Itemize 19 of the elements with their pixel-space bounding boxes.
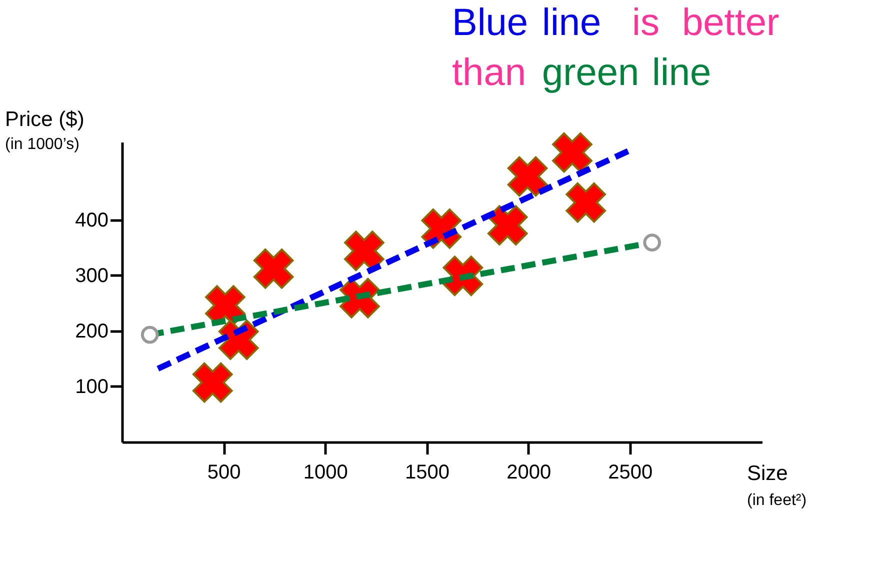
y-tick-label: 400 (75, 209, 108, 232)
y-tick-label: 200 (75, 320, 108, 342)
x-tick-label: 1500 (405, 462, 450, 484)
point (552, 132, 592, 173)
y-tick-label: 300 (75, 264, 108, 287)
point (566, 182, 606, 223)
x-tick-label: 2500 (608, 462, 653, 484)
y-tick-label: 100 (75, 376, 108, 398)
chart-title: Blue line is better than green line (452, 2, 780, 94)
point (487, 205, 528, 246)
point (507, 156, 548, 197)
y-axis-title: Price ($) (in 1000’s) (5, 108, 84, 153)
point (344, 230, 384, 272)
x-tick-label: 1000 (303, 462, 348, 484)
point (192, 362, 233, 403)
x-axis-title: Size (in feet²) (747, 462, 807, 509)
x-tick-label: 2000 (506, 462, 552, 484)
point (253, 248, 294, 289)
x-tick-label: 500 (207, 462, 241, 484)
